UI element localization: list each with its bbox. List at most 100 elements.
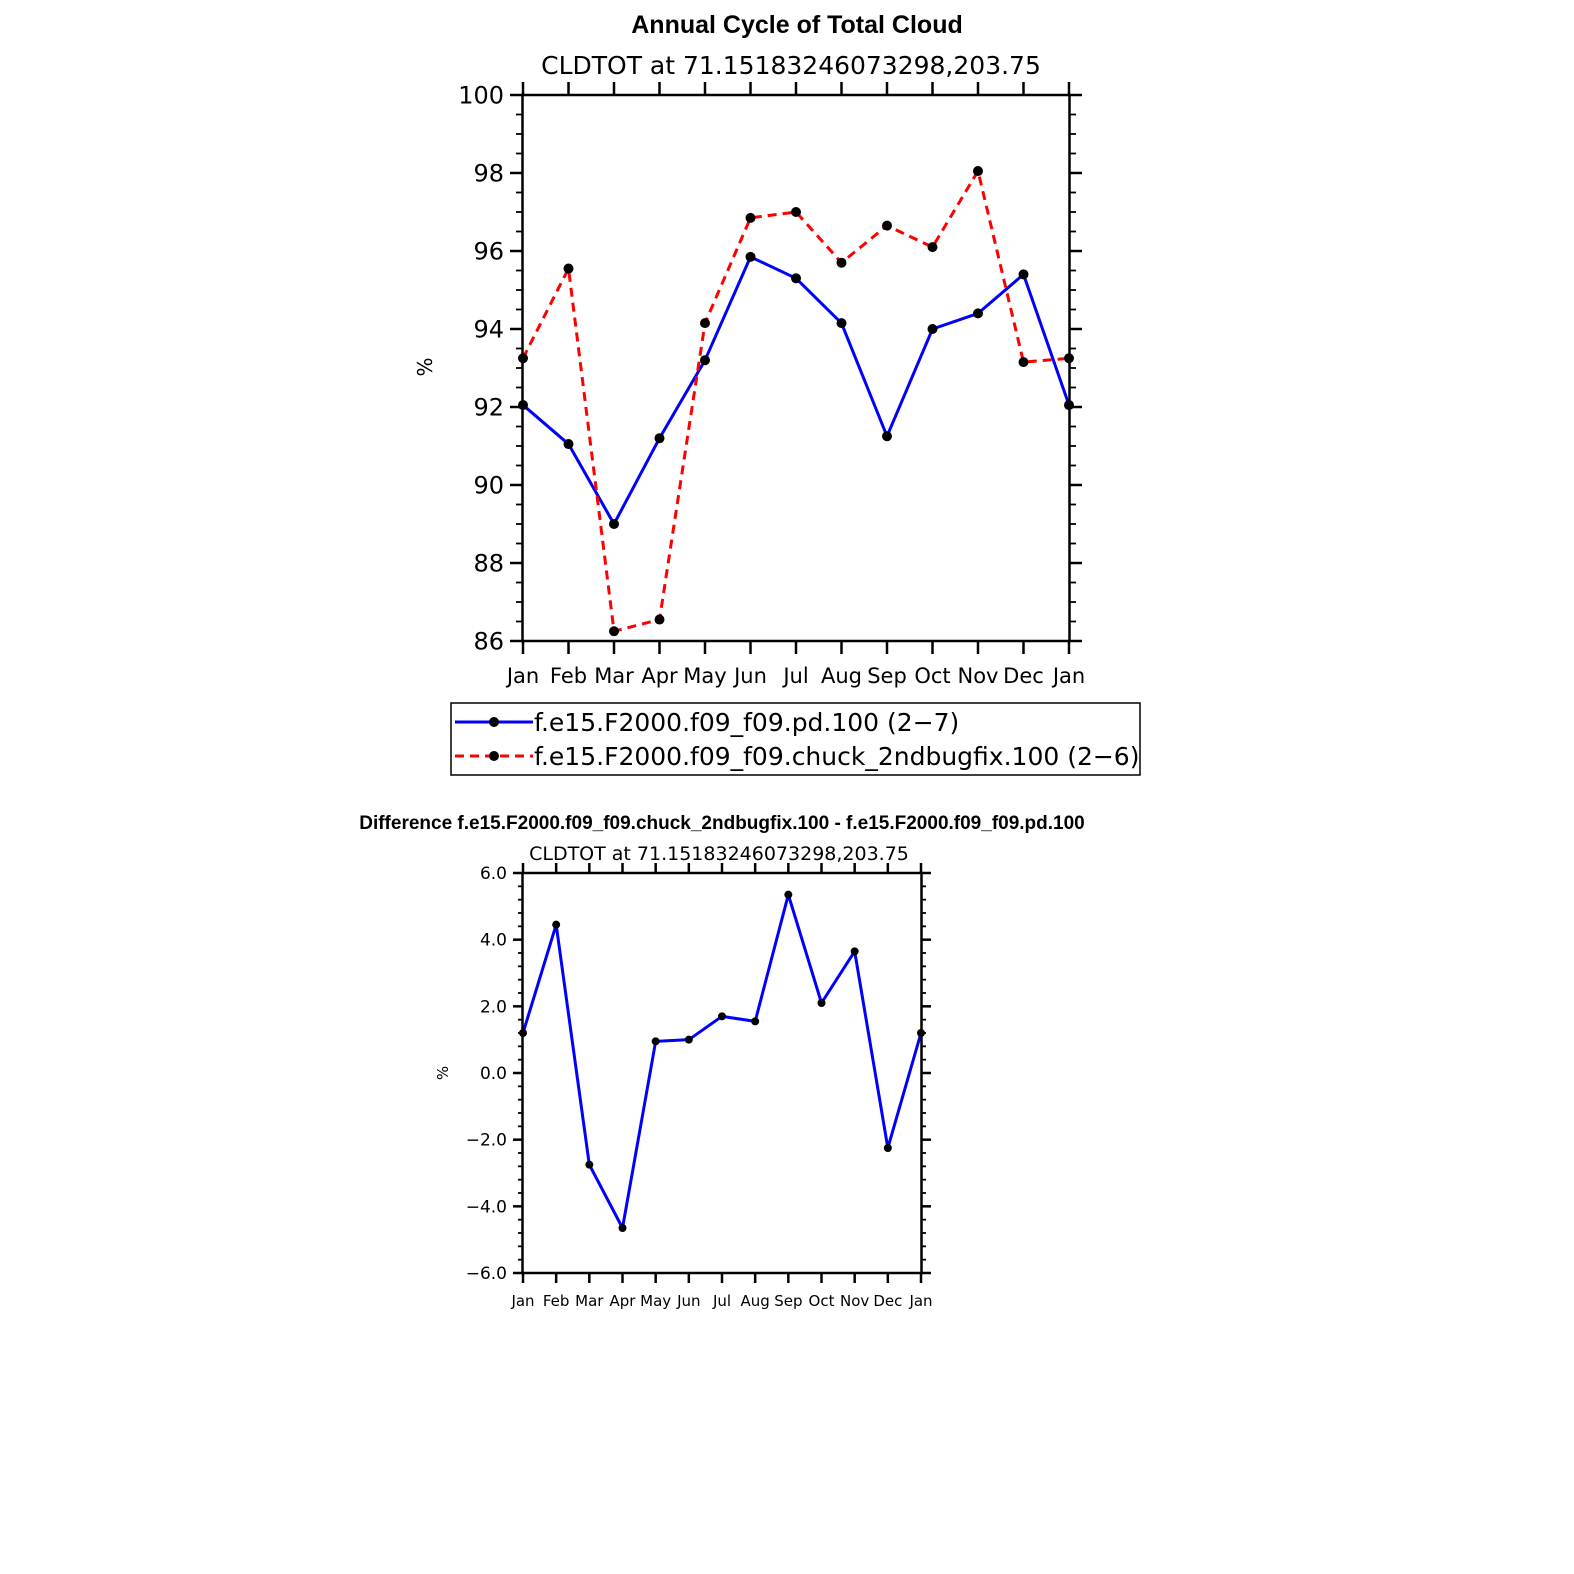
chart1-data-points xyxy=(518,166,1074,637)
chart1-ticks xyxy=(510,82,1082,654)
data-point xyxy=(563,439,574,450)
chart1-series-lines xyxy=(521,169,1071,633)
data-point xyxy=(609,626,619,637)
data-point xyxy=(552,920,561,929)
data-point xyxy=(563,263,574,274)
x-tick-label: Jun xyxy=(732,664,767,688)
data-point xyxy=(973,308,983,319)
legend-marker-series-2 xyxy=(489,751,499,761)
x-tick-label: Mar xyxy=(575,1292,604,1310)
chart2-plot-frame xyxy=(521,871,923,1275)
x-tick-label: Jan xyxy=(510,1292,534,1310)
chart2-x-tick-labels: Jan Feb Mar Apr May Jun Jul Aug Sep Oct Nov Dec Jan xyxy=(510,1292,932,1310)
x-tick-label: Aug xyxy=(741,1292,770,1310)
y-tick-label: −2.0 xyxy=(466,1131,507,1151)
y-tick-label: 2.0 xyxy=(480,997,507,1017)
chart1-plot-frame xyxy=(521,93,1071,643)
y-tick-label: 6.0 xyxy=(480,864,507,884)
x-tick-label: Nov xyxy=(958,664,999,688)
data-point xyxy=(882,220,892,231)
data-point xyxy=(973,166,983,177)
y-tick-label: −6.0 xyxy=(466,1264,507,1284)
x-tick-label: Oct xyxy=(914,664,950,688)
data-point xyxy=(700,355,710,366)
data-point xyxy=(927,242,938,253)
x-tick-label: Mar xyxy=(594,664,634,688)
x-tick-label: Apr xyxy=(610,1292,637,1310)
y-tick-label: 98 xyxy=(473,159,504,187)
series-line-2 xyxy=(521,169,1070,633)
chart1-legend: f.e15.F2000.f09_f09.pd.100 (2−7) f.e15.F… xyxy=(450,702,1141,776)
y-tick-label: −4.0 xyxy=(466,1197,507,1217)
legend-label-series-2: f.e15.F2000.f09_f09.chuck_2ndbugfix.100 … xyxy=(534,742,1139,771)
y-tick-label: 0.0 xyxy=(480,1064,507,1084)
data-point xyxy=(836,318,847,329)
x-tick-label: Nov xyxy=(840,1292,869,1310)
x-tick-label: Jan xyxy=(908,1292,932,1310)
chart1-y-tick-labels: 86 88 90 92 94 96 98 100 xyxy=(458,81,504,655)
x-tick-label: Dec xyxy=(873,1292,902,1310)
data-point xyxy=(609,519,619,529)
series-line-1 xyxy=(521,893,923,1230)
data-point xyxy=(817,999,826,1007)
chart2-title: Difference f.e15.F2000.f09_f09.chuck_2nd… xyxy=(359,813,1085,834)
x-tick-label: Oct xyxy=(809,1292,835,1310)
chart2-subtitle: CLDTOT at 71.15183246073298,203.75 xyxy=(529,843,909,865)
x-tick-label: Sep xyxy=(867,664,907,688)
x-tick-label: Aug xyxy=(821,664,862,688)
x-tick-label: Jul xyxy=(781,664,808,688)
data-point xyxy=(883,1144,892,1152)
series-line-1 xyxy=(522,255,1071,526)
data-point xyxy=(745,251,756,262)
x-tick-label: Jul xyxy=(712,1292,731,1310)
data-point xyxy=(585,1160,594,1169)
data-point xyxy=(850,947,859,956)
legend-marker-series-1 xyxy=(489,717,499,727)
data-point xyxy=(882,431,892,442)
chart2-data-points xyxy=(519,890,925,1232)
y-tick-label: 92 xyxy=(473,393,504,421)
x-tick-label: Jan xyxy=(505,664,539,688)
y-tick-label: 94 xyxy=(473,315,504,343)
data-point xyxy=(751,1017,760,1026)
data-point xyxy=(836,257,847,268)
data-point xyxy=(927,324,938,334)
y-tick-label: 4.0 xyxy=(480,931,507,951)
y-tick-label: 88 xyxy=(473,549,504,577)
data-point xyxy=(684,1035,693,1044)
chart2-y-tick-labels: −6.0 −4.0 −2.0 0.0 2.0 4.0 6.0 xyxy=(466,864,507,1284)
data-point xyxy=(718,1012,726,1021)
y-tick-label: 96 xyxy=(473,237,504,265)
legend-box xyxy=(450,702,1141,776)
chart1-ylabel: % xyxy=(413,357,437,376)
x-tick-label: Jan xyxy=(1051,664,1085,688)
x-tick-label: Sep xyxy=(774,1292,802,1310)
data-point xyxy=(654,614,665,625)
x-tick-label: May xyxy=(683,664,726,688)
data-point xyxy=(745,212,756,223)
difference-chart: Difference f.e15.F2000.f09_f09.chuck_2nd… xyxy=(359,813,1085,1310)
data-point xyxy=(784,890,793,899)
y-tick-label: 100 xyxy=(458,81,504,109)
data-point xyxy=(1018,357,1029,368)
legend-label-series-1: f.e15.F2000.f09_f09.pd.100 (2−7) xyxy=(534,708,959,737)
y-tick-label: 90 xyxy=(473,471,504,499)
data-point xyxy=(618,1224,627,1232)
data-point xyxy=(1018,269,1029,280)
x-tick-label: Apr xyxy=(641,664,678,688)
x-tick-label: May xyxy=(640,1292,671,1310)
chart2-ylabel: % xyxy=(434,1066,452,1080)
data-point xyxy=(791,207,801,217)
x-tick-label: Dec xyxy=(1003,664,1044,688)
data-point xyxy=(654,433,665,444)
chart1-title: Annual Cycle of Total Cloud xyxy=(631,11,962,39)
data-point xyxy=(791,273,801,284)
x-tick-label: Feb xyxy=(543,1292,570,1310)
chart1-subtitle: CLDTOT at 71.15183246073298,203.75 xyxy=(541,51,1041,80)
chart1-x-tick-labels: Jan Feb Mar Apr May Jun Jul Aug Sep Oct Nov Dec Jan xyxy=(505,664,1085,688)
x-tick-label: Jun xyxy=(676,1292,700,1310)
data-point xyxy=(700,318,710,329)
data-point xyxy=(651,1037,660,1046)
chart2-series-lines xyxy=(521,893,923,1230)
